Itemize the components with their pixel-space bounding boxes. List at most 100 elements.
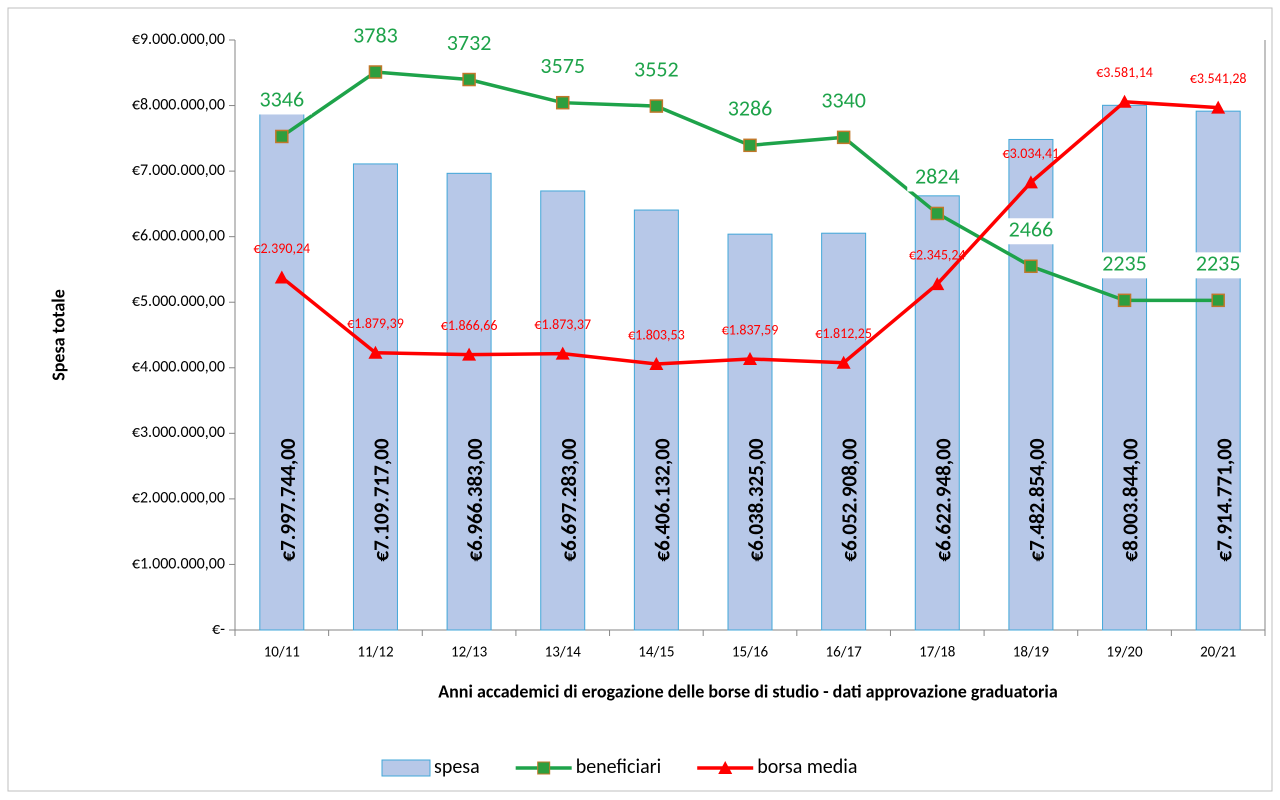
bar-value-label: €7.914.771,00: [1211, 438, 1237, 561]
point-label: €1.866,66: [441, 317, 498, 334]
x-tick-label: 20/21: [1200, 644, 1236, 662]
point-label: 3346: [260, 86, 305, 113]
label-background: [720, 97, 780, 124]
label-background: [626, 58, 687, 85]
legend-label: borsa media: [757, 755, 857, 779]
bar-value-label: €8.003.844,00: [1118, 438, 1144, 561]
point-label: 2235: [1196, 250, 1241, 277]
bar: [352, 163, 398, 631]
marker: [555, 95, 570, 110]
legend-label: spesa: [434, 755, 480, 779]
legend-label: beneficiari: [576, 755, 662, 779]
marker: [462, 347, 477, 361]
point-label: 3732: [447, 29, 492, 56]
marker: [368, 345, 383, 359]
bar: [1195, 110, 1241, 631]
x-tick-label: 19/20: [1106, 644, 1143, 662]
legend-marker: [718, 761, 733, 774]
bar: [540, 190, 586, 631]
point-label: 3783: [353, 21, 398, 48]
marker: [743, 138, 757, 153]
bar-value-label: €7.109.717,00: [369, 438, 395, 561]
label-background: [532, 54, 593, 81]
x-tick-label: 10/11: [264, 644, 300, 662]
y-tick-label: €1.000.000,00: [132, 554, 225, 573]
bar: [446, 172, 492, 631]
point-label: 3575: [540, 52, 585, 79]
point-label: 2824: [915, 163, 960, 190]
bar: [1102, 104, 1148, 631]
y-axis-title: Spesa totale: [47, 289, 69, 381]
x-tick-label: 12/13: [451, 644, 488, 662]
bar: [259, 105, 305, 631]
bar: [633, 209, 679, 631]
bar-value-label: €7.997.744,00: [275, 438, 301, 561]
marker: [1024, 259, 1038, 274]
point-label: €1.812,25: [815, 325, 872, 342]
marker: [930, 206, 945, 221]
label-background: [1094, 252, 1155, 279]
point-label: 2466: [1009, 216, 1054, 243]
label-background: [345, 24, 406, 51]
point-label: €1.837,59: [722, 321, 779, 338]
point-label: €3.034,41: [1003, 145, 1060, 162]
bar: [727, 233, 773, 631]
legend-marker: [537, 761, 551, 775]
marker: [649, 99, 664, 113]
point-label: 3286: [728, 95, 773, 122]
y-tick-label: €5.000.000,00: [132, 292, 225, 311]
bar-value-label: €6.406.132,00: [649, 438, 675, 561]
x-tick-label: 15/16: [732, 644, 769, 662]
marker: [649, 356, 664, 370]
marker: [930, 277, 945, 291]
label-background: [813, 89, 874, 116]
x-tick-label: 13/14: [545, 644, 582, 662]
point-label: €1.873,37: [534, 316, 591, 333]
y-tick-label: €8.000.000,00: [132, 95, 225, 114]
marker: [274, 270, 289, 284]
bar-value-label: €6.052.908,00: [837, 438, 863, 561]
y-tick-label: €-: [212, 620, 225, 639]
marker: [275, 129, 289, 144]
bar-value-label: €6.966.383,00: [462, 438, 488, 561]
marker: [743, 351, 757, 365]
marker: [368, 65, 383, 79]
point-label: €3.541,28: [1190, 70, 1247, 87]
x-tick-label: 18/19: [1013, 644, 1050, 662]
point-label: €1.803,53: [628, 326, 685, 343]
marker: [1211, 293, 1225, 308]
y-tick-label: €6.000.000,00: [132, 226, 225, 245]
label-background: [251, 88, 312, 115]
marker: [836, 130, 851, 145]
x-tick-label: 11/12: [357, 644, 393, 662]
label-background: [907, 165, 968, 192]
point-label: €1.879,39: [347, 315, 404, 332]
bar-value-label: €6.622.948,00: [930, 438, 956, 561]
point-label: €2.345,24: [909, 246, 966, 263]
x-axis-title: Anni accademici di erogazione delle bors…: [438, 680, 1058, 702]
point-label: 3552: [634, 55, 679, 82]
legend-swatch: [381, 759, 431, 777]
bar-value-label: €6.697.283,00: [556, 438, 582, 561]
marker: [836, 355, 851, 369]
marker: [1117, 293, 1132, 308]
y-tick-label: €7.000.000,00: [132, 161, 225, 180]
x-tick-label: 17/18: [919, 644, 955, 662]
x-tick-label: 16/17: [826, 644, 863, 662]
point-label: €3.581,14: [1096, 64, 1153, 81]
bar: [821, 232, 867, 631]
bar-value-label: €6.038.325,00: [743, 438, 769, 561]
y-tick-label: €3.000.000,00: [132, 423, 225, 442]
y-tick-label: €9.000.000,00: [132, 30, 225, 49]
bar-value-label: €7.482.854,00: [1024, 438, 1050, 561]
marker: [1023, 175, 1038, 189]
marker: [1211, 100, 1226, 114]
point-label: 2235: [1102, 250, 1147, 277]
x-tick-label: 14/15: [638, 644, 674, 662]
point-label: 3340: [821, 87, 866, 114]
marker: [462, 72, 476, 87]
marker: [555, 346, 570, 360]
label-background: [439, 31, 500, 58]
label-background: [1188, 252, 1249, 279]
